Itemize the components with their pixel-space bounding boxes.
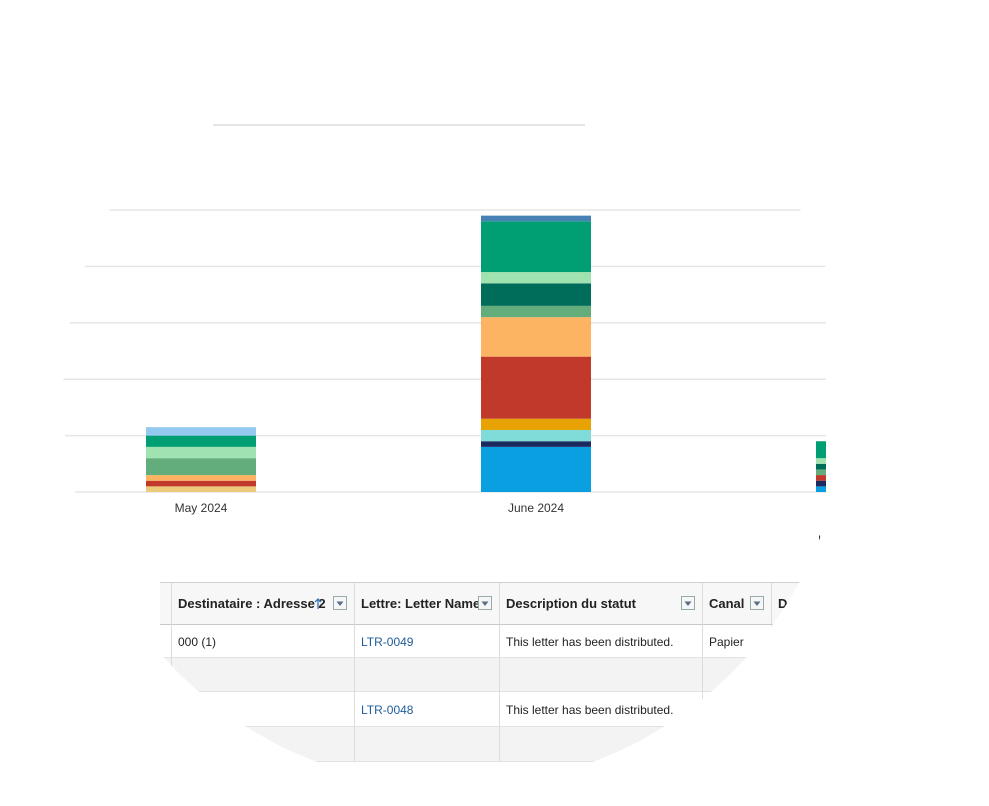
column-menu-button[interactable] (478, 596, 492, 610)
table-cell (500, 727, 703, 762)
table-cell: This letter has been distributed. (500, 692, 703, 727)
sort-icon (313, 597, 323, 611)
column-header: Destinataire : Adresse 2 (178, 596, 326, 611)
bar-segment (816, 463, 826, 470)
table-cell: 000 (1) (172, 625, 355, 658)
table-cell (355, 658, 500, 692)
table-cell (703, 658, 772, 692)
bar-segment (816, 458, 826, 464)
table-cell (772, 692, 826, 727)
bar-segment (481, 446, 591, 492)
header-cell: Date d'é (772, 582, 826, 625)
table-cell (772, 625, 826, 658)
table-cell: Papier (703, 625, 772, 658)
dropdown-icon (753, 601, 761, 606)
bar-segment (146, 475, 256, 481)
column-menu-button[interactable] (681, 596, 695, 610)
table-cell (172, 692, 355, 727)
bar-segment (481, 272, 591, 284)
bar-segment (146, 427, 256, 436)
column-header: Date d'é (778, 596, 826, 611)
table-cell[interactable]: LTR-0049 (355, 625, 500, 658)
bar-segment (481, 429, 591, 442)
bar-segment (481, 441, 591, 447)
table-cell: Papier (703, 692, 772, 727)
x-tick-label: May 2024 (175, 501, 228, 515)
bar-segment (146, 486, 256, 492)
bar-segment (481, 283, 591, 306)
column-header: Canal (709, 596, 745, 611)
dropdown-icon (336, 601, 344, 606)
bar-segment (816, 486, 826, 492)
dropdown-icon (684, 601, 692, 606)
table-cell (355, 727, 500, 762)
table-left-edge (160, 582, 172, 762)
table-cell[interactable]: LTR-0048 (355, 692, 500, 727)
table-cell (172, 727, 355, 762)
table-cell (500, 658, 703, 692)
bar-segment (146, 480, 256, 487)
bar-segment (481, 221, 591, 273)
bar-segment (146, 458, 256, 476)
bar-segment (481, 356, 591, 419)
sort-arrow (314, 598, 322, 609)
column-header: Description du statut (506, 596, 637, 611)
column-menu-button[interactable] (333, 596, 347, 610)
bar-segment (481, 215, 591, 222)
bar-segment (816, 475, 826, 481)
column-header: Lettre: Letter Name (361, 596, 481, 611)
table-cell (772, 658, 826, 692)
header-cell: Destinataire : Adresse 2 (172, 582, 355, 625)
table-cell: This letter has been distributed. (500, 625, 703, 658)
bar-segment (481, 305, 591, 318)
header-cell: Description du statut (500, 582, 703, 625)
bar-segment (816, 480, 826, 487)
bar-segment (481, 317, 591, 357)
table-cell (772, 727, 826, 762)
dropdown-icon (481, 601, 489, 606)
column-menu-button[interactable] (750, 596, 764, 610)
bar-segment (146, 446, 256, 459)
bar-segment (146, 435, 256, 447)
bar-segment (481, 418, 591, 430)
table-cell (172, 658, 355, 692)
header-cell: Lettre: Letter Name (355, 582, 500, 625)
x-tick-label: June 2024 (508, 501, 564, 515)
table-cell (703, 727, 772, 762)
bar-segment (816, 441, 826, 459)
data-table: Destinataire : Adresse 2 Lettre: Letter N… (63, 582, 826, 762)
bar-segment (816, 469, 826, 476)
row-background (63, 625, 826, 658)
